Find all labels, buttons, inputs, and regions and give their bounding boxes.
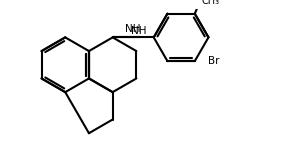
Text: NH: NH	[131, 26, 146, 35]
Text: Br: Br	[208, 56, 220, 66]
Text: CH₃: CH₃	[202, 0, 220, 6]
Text: NH: NH	[126, 24, 141, 34]
